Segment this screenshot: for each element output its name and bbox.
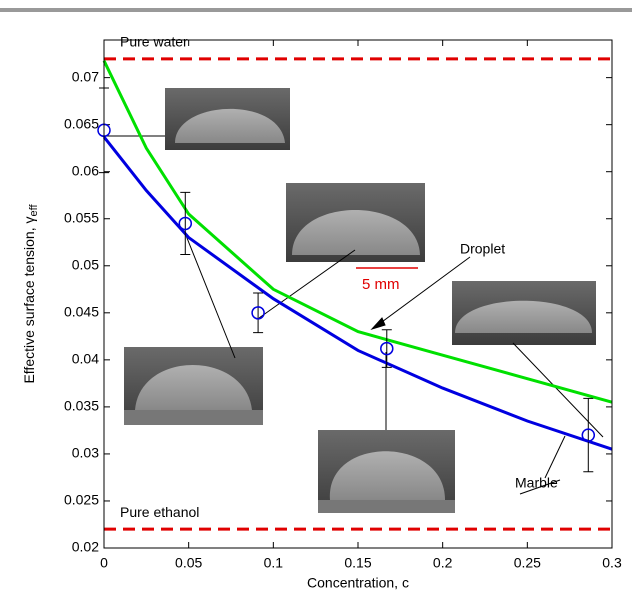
scale-bar-label: 5 mm bbox=[362, 276, 400, 293]
photos bbox=[124, 88, 596, 513]
y-tick-label: 0.035 bbox=[64, 398, 99, 414]
x-tick-label: 0.2 bbox=[433, 555, 453, 571]
y-axis-label: Effective surface tension, γeff bbox=[21, 204, 40, 384]
annotation: Droplet bbox=[460, 241, 505, 257]
error-bar bbox=[583, 398, 593, 471]
reference-label: Pure water bbox=[120, 34, 188, 50]
y-tick-label: 0.045 bbox=[64, 304, 99, 320]
y-tick-label: 0.06 bbox=[72, 162, 99, 178]
chart: 5 mm Effective surface tension, γeff Con… bbox=[0, 0, 632, 597]
annotation: Marble bbox=[515, 475, 558, 491]
y-tick-label: 0.02 bbox=[72, 539, 99, 555]
reference-label: Pure ethanol bbox=[120, 504, 199, 520]
top-bar bbox=[0, 8, 632, 12]
y-tick-label: 0.07 bbox=[72, 68, 99, 84]
error-bar bbox=[253, 293, 263, 333]
x-tick-label: 0.1 bbox=[264, 555, 284, 571]
y-tick-label: 0.025 bbox=[64, 492, 99, 508]
y-tick-label: 0.065 bbox=[64, 115, 99, 131]
x-tick-label: 0.15 bbox=[344, 555, 371, 571]
y-tick-label: 0.04 bbox=[72, 351, 99, 367]
y-tick-label: 0.055 bbox=[64, 209, 99, 225]
x-axis-label: Concentration, c bbox=[307, 575, 409, 591]
x-tick-label: 0.3 bbox=[602, 555, 622, 571]
x-tick-label: 0.05 bbox=[175, 555, 202, 571]
y-tick-label: 0.03 bbox=[72, 445, 99, 461]
x-tick-label: 0.25 bbox=[514, 555, 541, 571]
x-tick-label: 0 bbox=[100, 555, 108, 571]
y-tick-label: 0.05 bbox=[72, 256, 99, 272]
